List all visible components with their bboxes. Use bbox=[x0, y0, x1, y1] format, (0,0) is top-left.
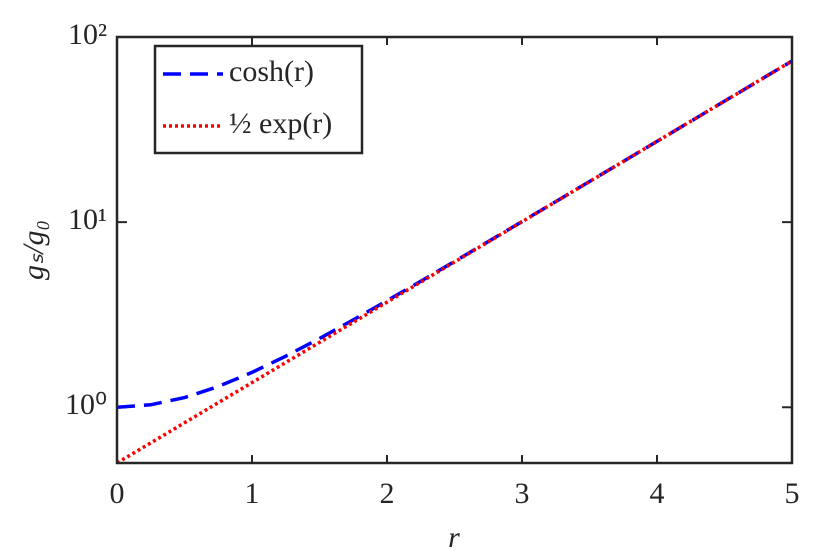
y-axis-label: gₛ/g₀ bbox=[17, 220, 50, 280]
x-tick-label: 0 bbox=[110, 477, 125, 510]
legend-label: ½ exp(r) bbox=[229, 107, 332, 140]
x-tick-label: 4 bbox=[650, 477, 665, 510]
x-tick-label: 1 bbox=[245, 477, 260, 510]
legend-box bbox=[153, 44, 364, 155]
y-tick-label: 10¹ bbox=[68, 203, 107, 236]
x-tick-label: 5 bbox=[785, 477, 800, 510]
y-tick-label: 10² bbox=[68, 18, 107, 51]
x-tick-label: 3 bbox=[515, 477, 530, 510]
line bbox=[117, 59, 792, 463]
x-tick-label: 2 bbox=[380, 477, 395, 510]
y-tick-label: 10⁰ bbox=[65, 388, 107, 421]
legend-label: cosh(r) bbox=[229, 55, 314, 88]
plot-frame bbox=[115, 35, 794, 465]
x-axis-label: r bbox=[448, 521, 460, 554]
